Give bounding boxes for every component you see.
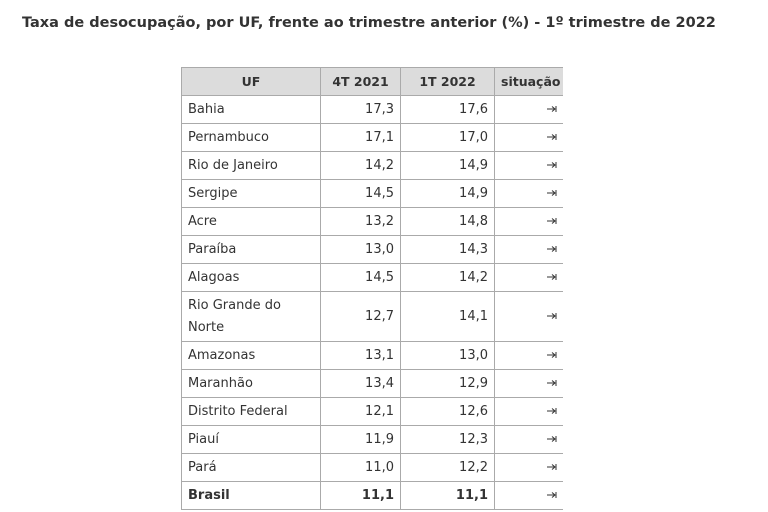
uf-cell: Pará [181,453,321,482]
value-cell: 13,2 [320,207,401,236]
uf-cell: Piauí [181,425,321,454]
uf-cell: Distrito Federal [181,397,321,426]
value-cell: 14,8 [400,207,495,236]
value-cell: 12,3 [400,425,495,454]
situation-cell [494,453,563,482]
stable-icon [547,463,557,470]
stable-icon [547,217,557,224]
value-cell: 13,4 [320,369,401,398]
value-cell: 17,0 [400,123,495,152]
stable-icon [547,435,557,442]
table-row: Alagoas 14,5 14,2 [181,263,563,292]
value-cell: 12,6 [400,397,495,426]
situation-cell [494,369,563,398]
table-row: Brasil 11,1 11,1 [181,481,563,510]
value-cell: 13,1 [320,341,401,370]
situation-cell [494,291,563,342]
table-row: Rio de Janeiro 14,2 14,9 [181,151,563,180]
table-body: Bahia 17,3 17,6 Pernambuco 17,1 17,0 Rio de Ja… [181,95,563,510]
stable-icon [547,351,557,358]
uf-cell: Bahia [181,95,321,124]
header-cell: situação [494,67,563,96]
stable-icon [547,245,557,252]
value-cell: 14,3 [400,235,495,264]
value-cell: 17,1 [320,123,401,152]
value-cell: 12,1 [320,397,401,426]
page-title: Taxa de desocupação, por UF, frente ao t… [22,15,716,31]
stable-icon [547,133,557,140]
table-row: Acre 13,2 14,8 [181,207,563,236]
stable-icon [547,312,557,319]
situation-cell [494,263,563,292]
situation-cell [494,481,563,510]
table-row: Sergipe 14,5 14,9 [181,179,563,208]
table-row: Pernambuco 17,1 17,0 [181,123,563,152]
situation-cell [494,235,563,264]
stable-icon [547,105,557,112]
stable-icon [547,379,557,386]
value-cell: 17,3 [320,95,401,124]
uf-cell: Amazonas [181,341,321,370]
table-row: Paraíba 13,0 14,3 [181,235,563,264]
value-cell: 14,2 [320,151,401,180]
uf-cell: Brasil [181,481,321,510]
uf-cell: Maranhão [181,369,321,398]
uf-cell: Paraíba [181,235,321,264]
table-row: Piauí 11,9 12,3 [181,425,563,454]
value-cell: 12,2 [400,453,495,482]
situation-cell [494,179,563,208]
stable-icon [547,491,557,498]
table-container: UF 4T 2021 1T 2022 situação Bahia 17,3 17,6 Pe… [181,67,563,512]
value-cell: 14,9 [400,179,495,208]
value-cell: 17,6 [400,95,495,124]
value-cell: 14,2 [400,263,495,292]
situation-cell [494,151,563,180]
uf-cell: Sergipe [181,179,321,208]
value-cell: 11,9 [320,425,401,454]
value-cell: 13,0 [400,341,495,370]
table-row: Distrito Federal 12,1 12,6 [181,397,563,426]
header-cell: 1T 2022 [400,67,495,96]
value-cell: 12,7 [320,291,401,342]
stable-icon [547,189,557,196]
table-row: Amazonas 13,1 13,0 [181,341,563,370]
value-cell: 13,0 [320,235,401,264]
situation-cell [494,341,563,370]
value-cell: 14,5 [320,263,401,292]
stable-icon [547,161,557,168]
value-cell: 14,9 [400,151,495,180]
header-cell: 4T 2021 [320,67,401,96]
value-cell: 11,1 [320,481,401,510]
header-row: UF 4T 2021 1T 2022 situação [181,67,563,96]
value-cell: 11,1 [400,481,495,510]
table-row: Pará 11,0 12,2 [181,453,563,482]
situation-cell [494,95,563,124]
situation-cell [494,123,563,152]
stable-icon [547,273,557,280]
value-cell: 11,0 [320,453,401,482]
value-cell: 12,9 [400,369,495,398]
situation-cell [494,207,563,236]
value-cell: 14,5 [320,179,401,208]
situation-cell [494,425,563,454]
stable-icon [547,407,557,414]
uf-cell: Alagoas [181,263,321,292]
table-row: Maranhão 13,4 12,9 [181,369,563,398]
uf-cell: Rio de Janeiro [181,151,321,180]
header-cell: UF [181,67,321,96]
data-table: UF 4T 2021 1T 2022 situação Bahia 17,3 17,6 Pe… [181,67,563,510]
value-cell: 14,1 [400,291,495,342]
uf-cell: Rio Grande do Norte [181,291,321,342]
uf-cell: Acre [181,207,321,236]
table-row: Rio Grande do Norte 12,7 14,1 [181,291,563,342]
uf-cell: Pernambuco [181,123,321,152]
table-row: Bahia 17,3 17,6 [181,95,563,124]
situation-cell [494,397,563,426]
